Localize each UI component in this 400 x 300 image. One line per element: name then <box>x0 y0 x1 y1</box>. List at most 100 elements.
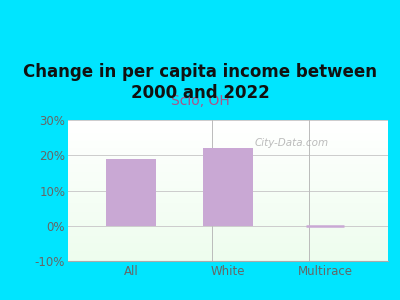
Bar <box>68 186 388 188</box>
Bar <box>68 160 388 161</box>
Bar <box>68 181 388 182</box>
Bar <box>68 144 388 146</box>
Bar <box>68 213 388 214</box>
Bar <box>68 251 388 253</box>
Bar <box>68 174 388 175</box>
Bar <box>68 165 388 166</box>
Bar <box>68 257 388 258</box>
Bar <box>68 238 388 240</box>
Bar <box>68 172 388 174</box>
Bar <box>68 150 388 151</box>
Bar <box>68 128 388 130</box>
Bar <box>68 245 388 247</box>
Bar <box>68 241 388 243</box>
Bar <box>68 192 388 193</box>
Bar <box>68 233 388 234</box>
Bar <box>68 133 388 134</box>
Bar <box>106 159 156 226</box>
Bar <box>68 253 388 254</box>
Bar <box>68 199 388 200</box>
Bar <box>68 224 388 226</box>
Bar <box>68 188 388 189</box>
Bar <box>68 247 388 248</box>
Bar <box>68 146 388 147</box>
Bar <box>68 260 388 261</box>
Bar <box>68 231 388 233</box>
Bar <box>68 157 388 158</box>
Bar <box>68 167 388 168</box>
Bar <box>203 148 253 226</box>
Bar <box>68 138 388 140</box>
Bar <box>68 185 388 186</box>
Bar <box>68 206 388 207</box>
Bar <box>68 136 388 137</box>
Bar <box>68 190 388 192</box>
Bar <box>68 200 388 202</box>
Bar <box>68 255 388 257</box>
Bar <box>68 210 388 212</box>
Bar <box>68 183 388 185</box>
Bar <box>68 175 388 176</box>
Bar <box>68 236 388 237</box>
Bar <box>68 171 388 172</box>
Bar <box>68 179 388 181</box>
Bar <box>68 137 388 138</box>
Bar <box>68 205 388 206</box>
Bar <box>68 130 388 131</box>
Bar <box>68 127 388 128</box>
Bar <box>68 131 388 133</box>
Bar <box>68 151 388 152</box>
Text: Scio, OH: Scio, OH <box>171 94 229 108</box>
Bar <box>68 219 388 220</box>
Bar <box>68 193 388 195</box>
Bar <box>68 216 388 217</box>
Bar <box>68 126 388 127</box>
Bar <box>68 124 388 126</box>
Bar <box>68 123 388 124</box>
Bar <box>68 162 388 164</box>
Bar <box>68 220 388 221</box>
Bar <box>68 169 388 171</box>
Bar <box>68 182 388 183</box>
Bar <box>68 147 388 148</box>
Bar <box>68 223 388 224</box>
Bar <box>68 140 388 141</box>
Bar <box>68 250 388 251</box>
Bar <box>68 209 388 210</box>
Bar <box>68 237 388 238</box>
Bar <box>68 158 388 160</box>
Bar <box>68 226 388 227</box>
Bar <box>68 217 388 219</box>
Bar <box>68 244 388 245</box>
Bar <box>68 161 388 162</box>
Bar <box>68 196 388 197</box>
Bar <box>68 168 388 169</box>
Bar <box>68 254 388 255</box>
Bar <box>68 207 388 209</box>
Bar <box>68 258 388 260</box>
Text: Change in per capita income between
2000 and 2022: Change in per capita income between 2000… <box>23 63 377 102</box>
Bar <box>68 202 388 203</box>
Bar <box>68 148 388 150</box>
Bar <box>68 155 388 157</box>
Bar <box>68 152 388 154</box>
Bar <box>68 227 388 229</box>
Bar <box>68 120 388 122</box>
Bar <box>68 229 388 230</box>
Bar <box>68 154 388 155</box>
Bar <box>68 197 388 199</box>
Bar <box>68 178 388 179</box>
Bar <box>68 164 388 165</box>
Bar <box>68 176 388 178</box>
Bar <box>68 230 388 231</box>
Bar <box>68 221 388 223</box>
Bar <box>68 189 388 190</box>
Bar <box>68 234 388 236</box>
Bar <box>68 240 388 241</box>
Bar <box>68 214 388 216</box>
Bar <box>68 203 388 205</box>
Text: City-Data.com: City-Data.com <box>255 138 329 148</box>
Bar <box>68 141 388 142</box>
Bar <box>68 195 388 196</box>
Bar <box>68 248 388 250</box>
